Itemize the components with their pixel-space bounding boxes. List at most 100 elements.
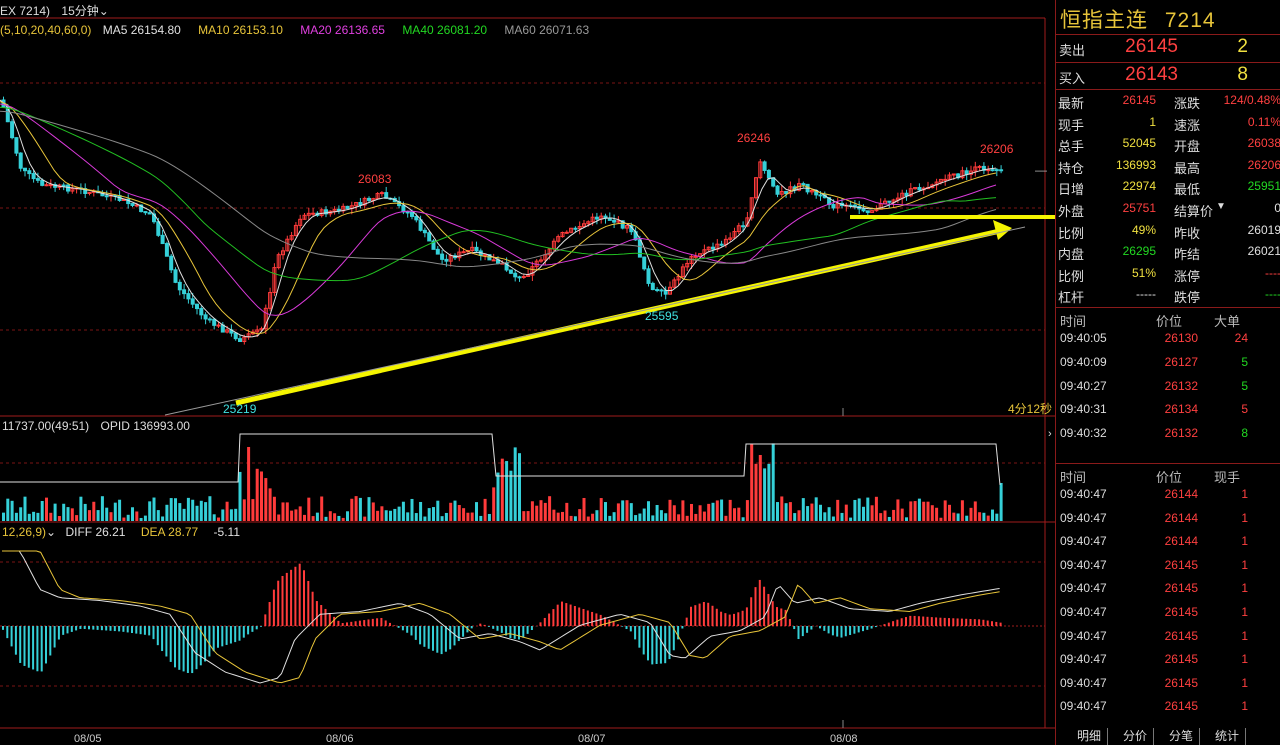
- candle-body: [801, 183, 806, 186]
- tick-row[interactable]: 09:40:47 26145 1: [1056, 629, 1280, 649]
- candle-body: [620, 220, 625, 229]
- volume-bar: [6, 498, 10, 521]
- tick-price: 26144: [1164, 487, 1198, 501]
- tick-qty: 1: [1241, 510, 1248, 525]
- volume-bar: [376, 510, 380, 521]
- candle-body: [951, 173, 956, 176]
- macd-bar: [483, 624, 486, 626]
- tab-price-split[interactable]: 分价: [1117, 728, 1155, 745]
- tab-trades[interactable]: 分笔: [1163, 728, 1201, 745]
- volume-bar: [509, 470, 513, 521]
- macd-params[interactable]: 12,26,9): [2, 525, 47, 539]
- macd-bar: [991, 621, 993, 626]
- macd-bar: [905, 617, 907, 626]
- volume-bar: [965, 515, 969, 521]
- macd-bar: [591, 611, 594, 626]
- volume-bar: [728, 499, 732, 521]
- candle-body: [852, 204, 857, 207]
- ma-params[interactable]: 均(5,10,20,40,60,0): [0, 23, 92, 37]
- volume-bar: [496, 472, 500, 521]
- stat-value: ----: [1265, 287, 1280, 302]
- candle-body: [332, 208, 337, 212]
- volume-bar: [561, 511, 564, 521]
- candle-body: [461, 251, 466, 254]
- volume-bar: [100, 496, 104, 521]
- macd-bar: [750, 597, 753, 626]
- volume-bar: [518, 453, 521, 521]
- volume-bar: [272, 496, 276, 521]
- macd-bar: [354, 621, 357, 626]
- macd-bar: [612, 621, 615, 626]
- macd-bar: [917, 616, 920, 626]
- candle-body: [887, 200, 892, 203]
- tick-row[interactable]: 09:40:47 26145 1: [1056, 558, 1280, 578]
- stat-value: -----: [1136, 287, 1156, 302]
- candle-body: [66, 184, 70, 192]
- period-selector[interactable]: 15分钟: [61, 4, 99, 18]
- candle-body: [306, 212, 311, 216]
- big-order-row[interactable]: 09:40:27 26132 5: [1056, 379, 1280, 399]
- chevron-down-icon[interactable]: ⌄: [98, 4, 109, 18]
- volume-bar: [10, 500, 14, 521]
- ma-line-0: [0, 99, 997, 338]
- tick-row[interactable]: 09:40:47 26145 1: [1056, 581, 1280, 601]
- stat-value: 25751: [1122, 201, 1156, 215]
- candle-body: [676, 275, 681, 281]
- tab-statistics[interactable]: 统计: [1209, 728, 1247, 745]
- volume-bar: [199, 500, 203, 521]
- detail-tabs: 明细 分价 分笔 统计: [1055, 728, 1280, 745]
- stat-label: 昨收: [1174, 225, 1201, 241]
- big-order-row[interactable]: 09:40:09 26127 5: [1056, 355, 1280, 375]
- ma60-value: MA60 26071.63: [504, 23, 590, 37]
- order-time: 09:40:27: [1060, 378, 1107, 393]
- tick-row[interactable]: 09:40:47 26145 1: [1056, 605, 1280, 625]
- tick-row[interactable]: 09:40:47 26144 1: [1056, 511, 1280, 531]
- macd-bar: [453, 626, 456, 646]
- candle-body: [560, 231, 565, 238]
- big-order-row[interactable]: 09:40:05 26130 24: [1056, 331, 1280, 351]
- macd-bar: [139, 626, 142, 635]
- tick-row[interactable]: 09:40:47 26145 1: [1056, 676, 1280, 696]
- stat-label[interactable]: 结算价: [1174, 204, 1214, 219]
- candle-body: [268, 292, 273, 309]
- stat-label: 杠杆: [1058, 290, 1085, 306]
- tick-row[interactable]: 09:40:47 26144 1: [1056, 487, 1280, 507]
- candle-body: [410, 211, 414, 217]
- chevron-down-icon[interactable]: ⌄: [46, 525, 57, 539]
- volume-bar: [522, 511, 526, 521]
- macd-bar: [543, 617, 546, 626]
- candle-body: [18, 152, 23, 169]
- macd-bar: [62, 626, 65, 635]
- big-order-row[interactable]: 09:40:31 26134 5: [1056, 402, 1280, 422]
- candle-body: [943, 178, 948, 181]
- candle-body: [431, 240, 436, 250]
- stat-value: 52045: [1122, 136, 1156, 151]
- macd-bar: [268, 602, 271, 626]
- stat-value: 49%: [1131, 222, 1156, 237]
- tick-qty: 1: [1241, 699, 1248, 714]
- volume-bar: [986, 515, 990, 521]
- tab-detail[interactable]: 明细: [1071, 728, 1109, 745]
- kline-chart[interactable]: 26083 26246 26206 25219 25595 4分12秒 — › …: [0, 0, 1055, 745]
- candle-body: [762, 161, 767, 171]
- macd-bar: [849, 626, 852, 635]
- sell-price: 26145: [1125, 36, 1178, 57]
- candle-body: [289, 235, 294, 240]
- candle-body: [775, 185, 780, 195]
- tick-row[interactable]: 09:40:47 26145 1: [1056, 699, 1280, 719]
- stat-value: 0.11%: [1247, 114, 1280, 129]
- chevron-down-icon[interactable]: ▼: [1216, 201, 1226, 212]
- macd-bar: [419, 626, 422, 645]
- volume-bar: [161, 516, 165, 521]
- macd-bar: [186, 626, 189, 673]
- macd-bar: [960, 618, 963, 626]
- stat-value: 25951: [1247, 179, 1280, 194]
- tick-row[interactable]: 09:40:47 26144 1: [1056, 534, 1280, 554]
- big-order-row[interactable]: 09:40:32 26132 8: [1056, 426, 1280, 446]
- volume-bar: [315, 512, 319, 521]
- macd-bar: [733, 613, 735, 626]
- tick-row[interactable]: 09:40:47 26145 1: [1056, 652, 1280, 672]
- candle-body: [405, 211, 410, 214]
- tick-qty: 1: [1241, 628, 1248, 643]
- candle-body: [444, 258, 449, 262]
